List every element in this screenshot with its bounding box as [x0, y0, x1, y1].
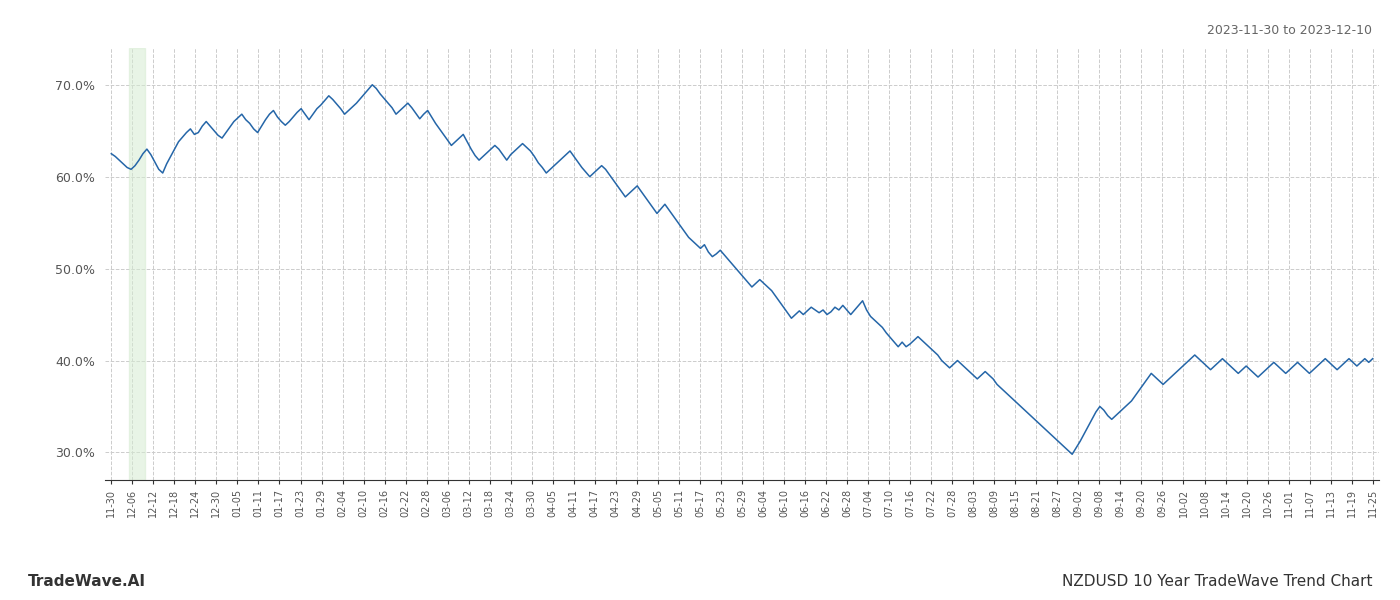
Text: TradeWave.AI: TradeWave.AI	[28, 574, 146, 589]
Text: 2023-11-30 to 2023-12-10: 2023-11-30 to 2023-12-10	[1207, 24, 1372, 37]
Bar	[129, 48, 146, 480]
Text: NZDUSD 10 Year TradeWave Trend Chart: NZDUSD 10 Year TradeWave Trend Chart	[1061, 574, 1372, 589]
